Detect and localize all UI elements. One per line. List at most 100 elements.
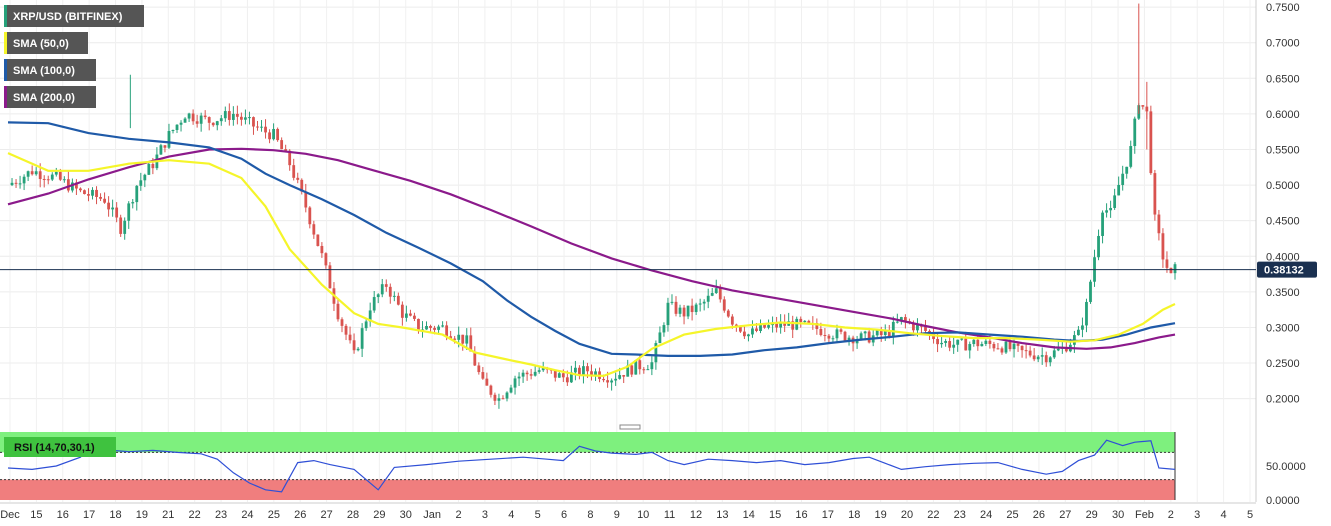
candle-body [248, 117, 251, 119]
legend-box [4, 5, 144, 27]
candle-body [199, 115, 203, 124]
x-tick-label: 27 [320, 509, 332, 521]
candle-body [272, 128, 275, 140]
candle-body [505, 392, 509, 399]
candle-body [312, 224, 316, 235]
candle-body [582, 366, 585, 377]
candle-body [835, 329, 839, 339]
candle-body [767, 325, 770, 328]
candle-body [87, 194, 90, 196]
candle-body [360, 328, 364, 349]
candle-body [292, 165, 296, 178]
candle-body [115, 207, 119, 218]
candle-body [650, 362, 654, 370]
candle-body [1016, 343, 1020, 346]
legend-swatch [4, 86, 7, 108]
y-tick-label: 0.3000 [1266, 322, 1300, 334]
candle-body [388, 286, 392, 297]
candle-body [34, 171, 38, 175]
candle-body [883, 331, 887, 336]
candle-body [916, 324, 919, 331]
candle-body [718, 288, 722, 300]
candle-body [658, 332, 662, 344]
x-tick-label: Feb [1135, 509, 1154, 521]
candle-body [891, 321, 895, 337]
candle-body [1012, 343, 1016, 350]
candle-body [1081, 325, 1084, 330]
candle-body [521, 372, 525, 377]
candle-body [396, 295, 400, 305]
x-tick-label: 26 [1033, 509, 1045, 521]
y-tick-label: 0.5500 [1266, 144, 1300, 156]
candle-body [308, 207, 312, 225]
candle-body [1153, 173, 1157, 215]
candle-body [50, 174, 54, 180]
candle-body [686, 305, 690, 317]
candle-body [175, 124, 179, 130]
candle-body [634, 360, 638, 375]
candle-body [726, 310, 730, 317]
main-panel [0, 0, 1256, 423]
candle-body [79, 188, 82, 191]
candle-body [827, 335, 831, 339]
candle-body [1149, 111, 1153, 174]
candle-body [1000, 348, 1004, 353]
candle-body [960, 338, 964, 340]
candle-body [18, 183, 22, 185]
candle-body [231, 113, 235, 120]
rsi-y-tick-label: 50.0000 [1266, 461, 1306, 473]
legend-label: SMA (100,0) [13, 65, 75, 77]
candle-body [912, 323, 915, 331]
candle-body [473, 351, 477, 366]
legend-label: XRP/USD (BITFINEX) [13, 11, 123, 23]
x-tick-label: 25 [1006, 509, 1018, 521]
candle-body [730, 316, 734, 325]
candle-body [1024, 350, 1028, 352]
candle-body [493, 394, 497, 401]
candle-body [417, 318, 420, 331]
y-tick-label: 0.2000 [1266, 394, 1300, 406]
x-tick-label: 18 [109, 509, 121, 521]
candle-body [445, 325, 449, 337]
rsi-y-tick-label: 0.0000 [1266, 495, 1300, 507]
candle-body [348, 334, 352, 341]
x-tick-label: 4 [1221, 509, 1227, 521]
candle-body [646, 369, 650, 371]
last-price-badge [1257, 261, 1317, 278]
candle-body [1117, 184, 1121, 196]
candle-body [344, 325, 348, 335]
x-tick-label: 16 [795, 509, 807, 521]
candle-body [320, 245, 324, 254]
candle-body [62, 179, 66, 181]
candle-body [968, 344, 972, 351]
candle-body [187, 113, 191, 119]
candle-body [992, 343, 996, 349]
candle-body [481, 372, 485, 379]
x-tick-label: 23 [954, 509, 966, 521]
candle-body [30, 171, 34, 175]
candle-body [791, 321, 795, 330]
candle-body [642, 369, 646, 371]
candle-body [678, 307, 682, 314]
candle-body [10, 182, 14, 186]
x-tick-label: 20 [901, 509, 913, 521]
candle-body [823, 335, 827, 337]
candle-body [1165, 259, 1169, 268]
candle-body [602, 378, 605, 381]
candle-body [976, 339, 980, 347]
candle-body [819, 329, 823, 336]
candle-body [296, 177, 300, 180]
candle-body [670, 301, 674, 303]
x-tick-label: 25 [268, 509, 280, 521]
candle-body [340, 319, 344, 326]
candle-body [936, 339, 939, 345]
x-tick-label: 22 [189, 509, 201, 521]
candle-body [384, 284, 388, 287]
candle-body [903, 317, 907, 322]
candle-body [244, 117, 247, 120]
candle-body [103, 198, 106, 203]
candle-body [284, 149, 288, 151]
y-tick-label: 0.7000 [1266, 38, 1300, 50]
candle-body [46, 179, 50, 181]
x-tick-label: 2 [1168, 509, 1174, 521]
